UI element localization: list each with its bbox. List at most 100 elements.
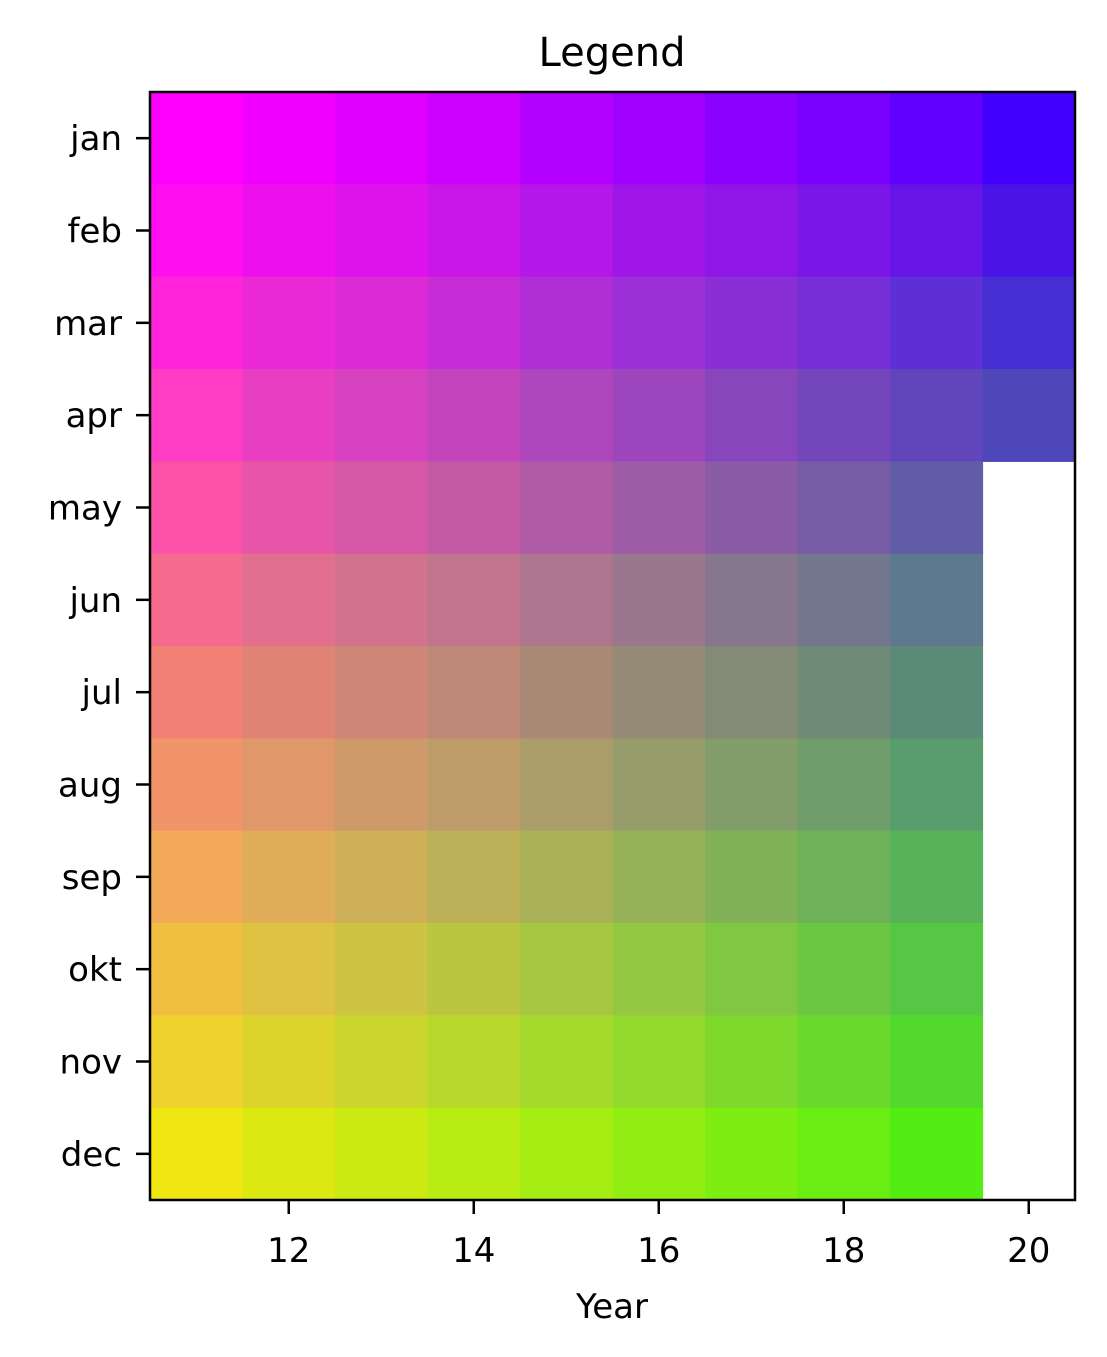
heatmap-cell [427,461,521,555]
heatmap-cell [705,461,799,555]
heatmap-cell [520,369,614,462]
heatmap-cell [427,276,521,370]
heatmap-cell [242,923,336,1016]
x-tick-label: 20 [1007,1231,1050,1271]
heatmap-cell [797,461,891,555]
heatmap-cell [982,92,1076,185]
heatmap-cell [797,830,891,924]
heatmap-cells [150,92,1076,1201]
heatmap-cell [242,369,336,462]
heatmap-cell [520,92,614,185]
heatmap-cell [797,1107,891,1201]
heatmap-cell [335,92,429,185]
heatmap-cell [890,1015,984,1109]
heatmap-cell [150,184,244,278]
heatmap-cell [335,738,429,832]
heatmap-cell [797,738,891,832]
heatmap-cell [705,738,799,832]
y-tick-label: aug [58,766,122,806]
heatmap-cell [242,738,336,832]
heatmap-cell [242,1015,336,1109]
heatmap-cell [705,553,799,647]
heatmap-cell [150,738,244,832]
heatmap-cell [150,553,244,647]
heatmap-cell [335,923,429,1016]
heatmap-cell [797,276,891,370]
heatmap-cell [612,1107,706,1201]
heatmap-cell [982,369,1076,462]
heatmap-cell [150,646,244,739]
heatmap-cell [890,646,984,739]
y-tick-label: jun [68,581,122,621]
heatmap-cell [335,646,429,739]
heatmap-cell [890,276,984,370]
heatmap-cell [427,738,521,832]
heatmap-cell [520,184,614,278]
heatmap-cell [335,369,429,462]
heatmap-cell [150,461,244,555]
heatmap-cell [335,1015,429,1109]
heatmap-cell [797,923,891,1016]
heatmap-cell [335,830,429,924]
heatmap-cell [612,1015,706,1109]
heatmap-cell [242,92,336,185]
heatmap-cell [520,923,614,1016]
y-tick-label: okt [68,950,122,990]
y-tick-label: apr [66,396,122,436]
heatmap-cell [335,276,429,370]
heatmap-cell [797,369,891,462]
heatmap-cell [427,646,521,739]
y-tick-label: jul [81,673,122,713]
y-tick-label: may [48,489,122,529]
heatmap-cell [427,1107,521,1201]
heatmap-cell [890,923,984,1016]
x-axis-label: Year [575,1287,648,1327]
heatmap-cell [890,738,984,832]
x-axis: 12 14 16 18 20 [267,1200,1050,1271]
heatmap-cell [242,1107,336,1201]
heatmap-cell [427,184,521,278]
x-tick-label: 14 [452,1231,495,1271]
heatmap-cell [520,830,614,924]
heatmap-cell [705,92,799,185]
heatmap-cell [705,1107,799,1201]
heatmap-cell [335,461,429,555]
heatmap-cell [890,830,984,924]
heatmap-cell [427,923,521,1016]
heatmap-cell [150,369,244,462]
heatmap-cell [890,553,984,647]
chart-title: Legend [539,30,686,76]
heatmap-cell [335,1107,429,1201]
heatmap-cell [890,92,984,185]
heatmap-cell [612,553,706,647]
heatmap-cell [612,276,706,370]
heatmap-cell [797,1015,891,1109]
heatmap-cell [335,184,429,278]
y-axis: jan feb mar apr may jun jul aug sep okt nov dec [48,119,150,1175]
heatmap-cell [797,553,891,647]
heatmap-cell [520,461,614,555]
heatmap-cell [612,92,706,185]
heatmap-cell [520,276,614,370]
heatmap-cell [705,830,799,924]
y-tick-label: feb [68,212,122,252]
heatmap-cell [150,92,244,185]
heatmap-cell [427,369,521,462]
heatmap-cell [242,276,336,370]
heatmap-cell [520,1107,614,1201]
y-tick-label: mar [54,304,122,344]
y-tick-label: nov [60,1043,122,1083]
y-tick-label: jan [69,119,122,159]
heatmap-cell [890,184,984,278]
heatmap-cell [427,92,521,185]
heatmap-cell [150,1107,244,1201]
heatmap-cell [612,923,706,1016]
heatmap-cell [890,1107,984,1201]
heatmap-cell [612,738,706,832]
y-tick-label: sep [62,858,122,898]
heatmap-cell [427,1015,521,1109]
heatmap-cell [150,923,244,1016]
heatmap-cell [242,184,336,278]
heatmap-cell [242,830,336,924]
